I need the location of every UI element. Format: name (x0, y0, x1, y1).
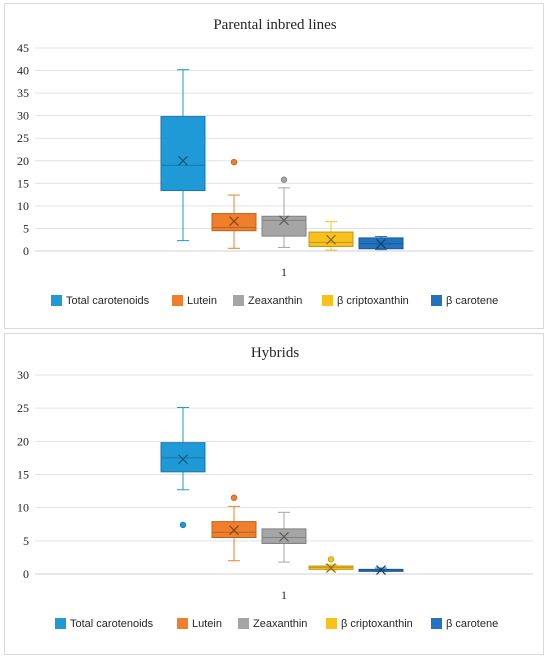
legend-label: Lutein (187, 295, 217, 307)
boxplot-parental: Parental inbred lines 0 5 10 15 20 25 30 35 40 45 1… (17, 17, 533, 307)
legend-swatch (326, 618, 337, 629)
y-tick-label: 25 (17, 131, 29, 145)
x-category-label: 1 (281, 588, 287, 602)
y-tick-label: 20 (17, 154, 29, 168)
chart-title: Hybrids (251, 345, 299, 361)
box-1 (211, 158, 257, 249)
y-tick-label: 15 (17, 176, 29, 190)
legend-swatch (431, 295, 442, 306)
legend-label: Total carotenoids (66, 295, 150, 307)
box-iqr (261, 215, 307, 237)
chart-title: Parental inbred lines (213, 17, 336, 33)
box-iqr (160, 442, 206, 473)
box-4 (358, 565, 404, 575)
mean-marker (279, 215, 289, 226)
y-tick-label: 30 (17, 109, 29, 123)
mean-marker (376, 565, 386, 575)
legend-label: Zeaxanthin (253, 618, 307, 630)
y-tick-label: 20 (17, 434, 29, 448)
y-tick-label: 5 (23, 534, 29, 548)
box-0 (160, 407, 206, 529)
chart-panel-hybrids: Hybrids 0 5 10 15 20 25 30 1 Total carotenoids Lut… (4, 333, 544, 655)
y-tick-label: 15 (17, 468, 29, 482)
legend-label: Zeaxanthin (248, 295, 302, 307)
y-tick-label: 35 (17, 86, 29, 100)
y-tick-label: 5 (23, 221, 29, 235)
box-2 (261, 511, 307, 563)
legend-swatch (177, 618, 188, 629)
legend-label: Total carotenoids (70, 618, 154, 630)
outlier-point (280, 176, 288, 183)
legend-label: β carotene (446, 618, 498, 630)
box-iqr (211, 213, 257, 232)
legend-swatch (431, 618, 442, 629)
mean-marker (376, 238, 386, 249)
x-category-label: 1 (281, 265, 287, 279)
box-iqr (160, 116, 206, 192)
mean-marker (229, 216, 239, 227)
mean-marker (178, 454, 188, 465)
legend-swatch (51, 295, 62, 306)
legend-swatch (233, 295, 244, 306)
boxplot-hybrids: Hybrids 0 5 10 15 20 25 30 1 Total carotenoids Lut… (17, 345, 533, 630)
legend-label: β criptoxanthin (337, 295, 409, 307)
outlier-point (230, 494, 238, 501)
box-0 (160, 69, 206, 242)
y-tick-label: 25 (17, 401, 29, 415)
y-tick-label: 45 (17, 41, 29, 55)
legend-swatch (238, 618, 249, 629)
mean-marker (279, 531, 289, 542)
y-tick-label: 0 (23, 244, 29, 258)
y-tick-label: 10 (17, 199, 29, 213)
y-tick-label: 40 (17, 64, 29, 78)
y-tick-label: 10 (17, 501, 29, 515)
outlier-point (179, 521, 187, 529)
chart-panel-parental: Parental inbred lines 0 5 10 15 20 25 30 35 40 45 1… (4, 3, 544, 329)
legend-label: β carotene (446, 295, 498, 307)
box-3 (308, 556, 354, 573)
box-3 (308, 221, 354, 251)
legend-label: β criptoxanthin (341, 618, 413, 630)
y-tick-label: 0 (23, 567, 29, 581)
legend-label: Lutein (192, 618, 222, 630)
legend-swatch (172, 295, 183, 306)
legend-swatch (322, 295, 333, 306)
box-2 (261, 176, 307, 248)
mean-marker (326, 563, 336, 573)
outlier-point (230, 158, 238, 166)
mean-marker (178, 155, 188, 166)
box-4 (358, 236, 404, 251)
outlier-point (327, 556, 335, 563)
legend-swatch (55, 618, 66, 629)
mean-marker (229, 525, 239, 536)
mean-marker (326, 234, 336, 245)
box-1 (211, 494, 257, 562)
y-tick-label: 30 (17, 368, 29, 382)
